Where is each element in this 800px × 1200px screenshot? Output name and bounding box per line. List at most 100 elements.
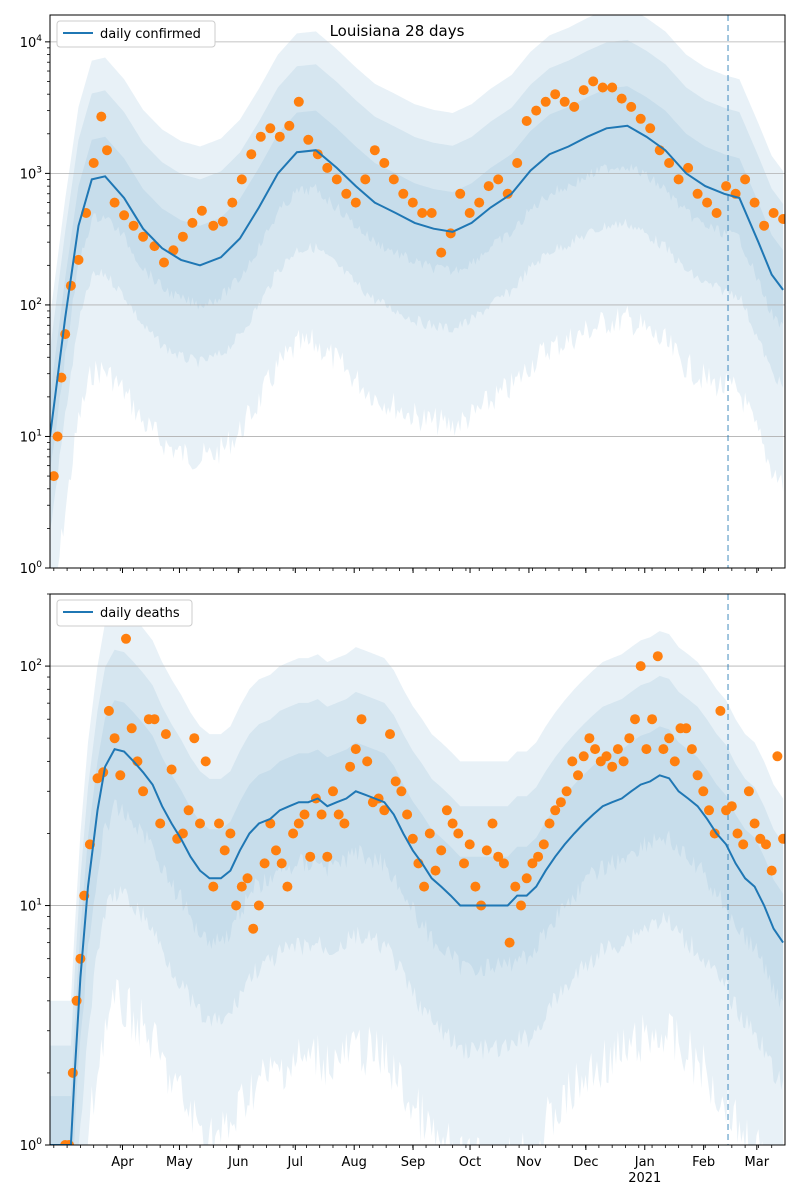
deaths-point (225, 828, 236, 839)
deaths-point (538, 839, 549, 850)
deaths-point (259, 858, 270, 869)
confirmed-point (360, 174, 371, 185)
deaths-chart-panel: 100 101 102 Apr May Jun Jul Aug Sep Oct Nov Dec Jan… (20, 593, 786, 1186)
confirmed-point (493, 174, 504, 185)
deaths-line (50, 747, 784, 1145)
deaths-uncertainty-bands (50, 605, 784, 1145)
confirmed-point (531, 105, 542, 116)
confirmed-point (740, 174, 751, 185)
confirmed-point (312, 149, 323, 160)
confirmed-point (52, 431, 63, 442)
y-tick-label: 101 (20, 898, 42, 915)
deaths-point (253, 900, 264, 911)
deaths-point (590, 744, 601, 755)
deaths-point (379, 805, 390, 816)
deaths-point (584, 733, 595, 744)
x-tick-label: Oct (459, 1155, 481, 1170)
deaths-point (189, 733, 200, 744)
deaths-point (430, 865, 441, 876)
deaths-point (743, 786, 754, 797)
confirmed-point (597, 82, 608, 93)
deaths-point (407, 833, 418, 844)
deaths-point (686, 744, 697, 755)
deaths-point (544, 818, 555, 829)
deaths-point (208, 881, 219, 892)
deaths-point (200, 756, 211, 767)
deaths-point (390, 776, 401, 787)
y-tick-label: 104 (20, 34, 43, 51)
confirmed-point (759, 220, 770, 231)
deaths-point (487, 818, 498, 829)
confirmed-band-1 (50, 39, 784, 532)
deaths-band-0 (50, 605, 784, 1145)
confirmed-point (502, 188, 513, 199)
deaths-point (669, 756, 680, 767)
x-tick-label: Feb (692, 1155, 715, 1170)
chart-title: Louisiana 28 days (330, 22, 465, 40)
deaths-point (242, 873, 253, 884)
legend-box (56, 599, 193, 627)
deaths-point (328, 786, 338, 797)
x-tick-label: Jul (286, 1155, 303, 1170)
confirmed-point (711, 208, 722, 218)
deaths-point (772, 751, 783, 762)
deaths-point (288, 828, 299, 839)
deaths-point (498, 858, 509, 869)
deaths-point (305, 851, 316, 862)
confirmed-point (474, 197, 485, 208)
confirmed-point (540, 96, 551, 107)
y-tick-label: 100 (20, 560, 43, 577)
confirmed-point (578, 85, 589, 96)
deaths-point (396, 786, 407, 797)
deaths-point (126, 723, 137, 734)
confirmed-point (96, 111, 107, 122)
confirmed-point (56, 372, 67, 383)
y-tick-label: 103 (20, 165, 42, 182)
confirmed-scatter-points (50, 76, 785, 482)
deaths-point (521, 873, 532, 884)
confirmed-point (407, 197, 418, 208)
deaths-point (493, 851, 504, 862)
confirmed-point (388, 174, 399, 185)
x-tick-label: Jun (227, 1155, 248, 1170)
y-tick-label: 100 (20, 1137, 43, 1154)
deaths-point (138, 786, 149, 797)
deaths-point (166, 764, 177, 775)
x-tick-label: Nov (516, 1155, 542, 1170)
deaths-band-1 (50, 649, 784, 1145)
confirmed-point (455, 188, 466, 199)
confirmed-point (341, 188, 352, 199)
deaths-point (550, 805, 561, 816)
confirmed-point (645, 123, 656, 134)
deaths-point (115, 770, 126, 781)
confirmed-point (588, 76, 599, 87)
confirmed-point (778, 214, 785, 224)
deaths-point (658, 744, 669, 755)
deaths-point (109, 733, 120, 744)
confirmed-point (483, 181, 494, 192)
deaths-point (402, 809, 413, 820)
confirmed-point (521, 116, 532, 126)
x-tick-label: Apr (111, 1155, 134, 1170)
deaths-point (248, 923, 259, 934)
confirmed-point (426, 208, 437, 218)
deaths-point (641, 744, 652, 755)
deaths-legend: daily deaths (56, 599, 193, 627)
y-tick-label: 101 (20, 428, 42, 445)
confirmed-point (569, 101, 580, 112)
deaths-point (293, 818, 304, 829)
deaths-point (652, 651, 663, 662)
deaths-point (345, 761, 356, 772)
deaths-point (75, 953, 86, 964)
confirmed-point (177, 231, 188, 242)
confirmed-point (159, 257, 169, 268)
confirmed-point (331, 174, 342, 185)
confirmed-point (445, 228, 456, 239)
deaths-point (504, 937, 515, 948)
confirmed-point (102, 145, 112, 156)
confirmed-point (196, 205, 207, 216)
deaths-point (214, 818, 224, 829)
deaths-point (236, 881, 247, 892)
confirmed-point (236, 174, 247, 185)
